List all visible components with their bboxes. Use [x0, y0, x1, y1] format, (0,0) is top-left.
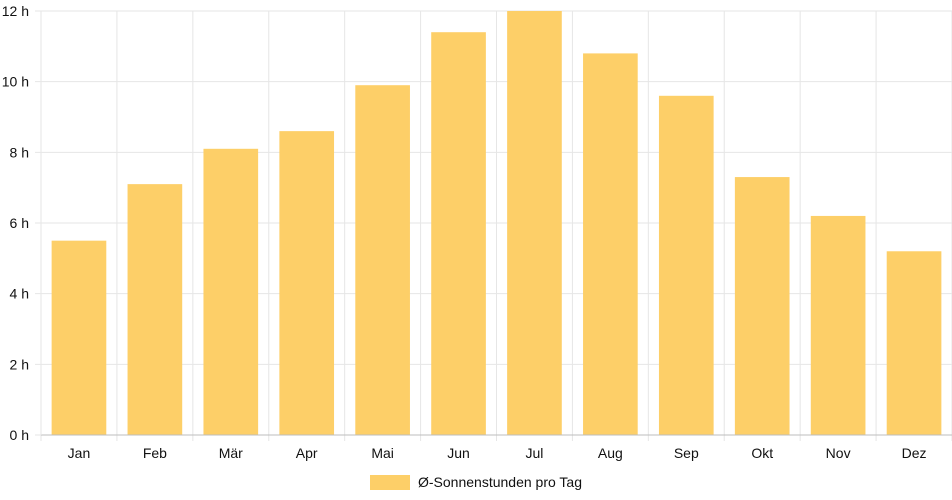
axis-layer: 0 h 2 h 4 h 6 h 8 h 10 h 12 h Jan Feb Mär Apr Mai Ju… [2, 3, 952, 461]
y-tick-label: 6 h [10, 215, 29, 231]
bar-aug[interactable] [583, 53, 638, 436]
y-tick-label: 10 h [2, 74, 29, 90]
bar-feb[interactable] [127, 184, 183, 435]
x-tick-label: Nov [826, 445, 851, 461]
legend[interactable]: Ø-Sonnenstunden pro Tag [370, 474, 582, 490]
x-tick-label: Mai [371, 445, 394, 461]
x-tick-label: Aug [598, 445, 623, 461]
x-tick-label: Jul [526, 445, 544, 461]
y-tick-label: 2 h [10, 356, 29, 372]
bar-sep[interactable] [658, 95, 714, 436]
y-tick-label: 0 h [10, 427, 29, 443]
y-tick-label: 12 h [2, 3, 29, 19]
legend-swatch[interactable] [370, 475, 410, 490]
y-tick-label: 4 h [10, 286, 29, 302]
grid-layer [35, 10, 952, 441]
x-tick-label: Sep [674, 445, 699, 461]
bar-mai[interactable] [355, 85, 410, 435]
x-tick-label: Feb [143, 445, 167, 461]
x-tick-label: Jan [68, 445, 91, 461]
bar-dez[interactable] [886, 251, 942, 435]
bar-mär[interactable] [203, 148, 259, 436]
x-tick-label: Mär [219, 445, 243, 461]
bar-apr[interactable] [279, 131, 335, 435]
bar-nov[interactable] [810, 215, 866, 435]
y-tick-label: 8 h [10, 144, 29, 160]
legend-label[interactable]: Ø-Sonnenstunden pro Tag [418, 474, 582, 490]
bar-layer [51, 11, 942, 436]
bar-jan[interactable] [51, 240, 107, 435]
bar-jul[interactable] [507, 11, 562, 435]
x-tick-label: Apr [296, 445, 318, 461]
x-tick-label: Jun [447, 445, 470, 461]
x-tick-label: Dez [902, 445, 927, 461]
bar-okt[interactable] [734, 177, 790, 436]
bar-jun[interactable] [431, 32, 486, 435]
x-tick-label: Okt [751, 445, 773, 461]
